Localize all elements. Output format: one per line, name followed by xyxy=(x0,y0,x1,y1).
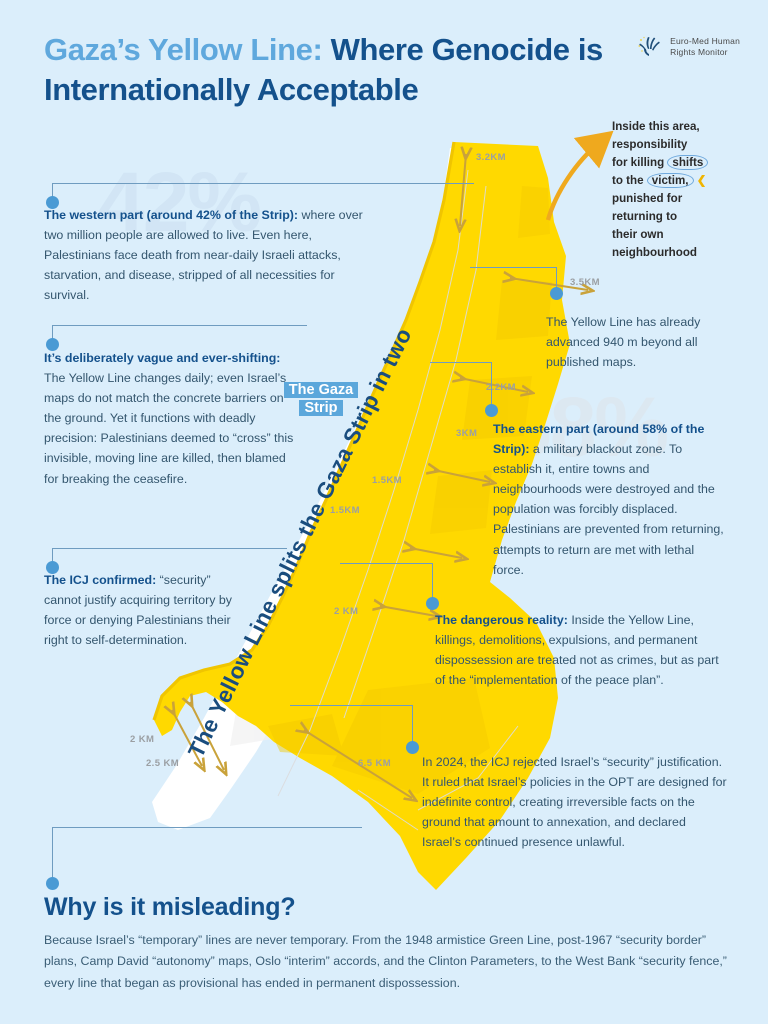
connector-line-advanced xyxy=(470,267,556,268)
logo-text: Euro-Med Human Rights Monitor xyxy=(670,36,740,59)
text-block-icj-confirmed-lead: The ICJ confirmed: xyxy=(44,573,157,587)
connector-line-eastern xyxy=(430,362,491,363)
callout-line-4a: to the xyxy=(612,173,647,187)
connector-line-icj xyxy=(52,548,287,549)
connector-stem-footer xyxy=(52,827,53,879)
distance-label-1-5km-b: 1.5KM xyxy=(330,505,360,516)
text-block-western: The western part (around 42% of the Stri… xyxy=(44,205,374,305)
text-block-advanced-body: The Yellow Line has already advanced 940… xyxy=(546,315,701,370)
distance-label-6-5km: 6.5 KM xyxy=(358,758,392,769)
connector-line-dangerous xyxy=(340,563,432,564)
dot-icj xyxy=(46,561,59,574)
text-block-vague: It’s deliberately vague and ever-shiftin… xyxy=(44,348,294,489)
dot-eastern xyxy=(485,404,498,417)
connector-stem-eastern xyxy=(491,362,492,406)
text-block-eastern-lead: The eastern part (around 58% of the Stri… xyxy=(493,422,705,457)
text-block-icj-confirmed: The ICJ confirmed: “security” cannot jus… xyxy=(44,570,244,650)
watermark-42: 42% xyxy=(98,155,262,249)
dot-dangerous xyxy=(426,597,439,610)
text-block-dangerous-body: Inside the Yellow Line, killings, demoli… xyxy=(435,613,719,688)
map-svg xyxy=(152,141,638,890)
callout-line-5: punished for xyxy=(612,191,683,205)
text-block-dangerous-lead: The dangerous reality: xyxy=(435,613,568,627)
curved-up-arrow-icon xyxy=(545,130,614,221)
distance-label-3km: 3KM xyxy=(456,428,478,439)
text-block-eastern-body: a military blackout zone. To establish i… xyxy=(493,442,724,577)
callout-line-7: their own xyxy=(612,227,664,241)
connector-stem-icj xyxy=(52,548,53,564)
gaza-strip-tag-label: The Gaza Strip xyxy=(283,382,359,417)
map-roads xyxy=(277,169,519,831)
connector-stem-western xyxy=(52,183,53,199)
dot-advanced xyxy=(550,287,563,300)
page-title: Gaza’s Yellow Line: Where Genocide is In… xyxy=(44,30,624,109)
logo-line-1: Euro-Med Human xyxy=(670,35,740,46)
gaza-strip-tag: The Gaza Strip xyxy=(276,381,366,417)
connector-stem-vague xyxy=(52,325,53,341)
yellow-line xyxy=(152,141,456,721)
yellow-zone-shape xyxy=(154,142,570,890)
connector-line-icj2024 xyxy=(290,705,412,706)
connector-stem-advanced xyxy=(556,267,557,289)
distance-label-2-5km: 2.5 KM xyxy=(146,758,180,769)
dot-icj2024 xyxy=(406,741,419,754)
text-block-western-lead: The western part (around 42% of the Stri… xyxy=(44,208,299,222)
callout-inside-this-area: Inside this area, responsibility for kil… xyxy=(612,118,762,262)
connector-line-vague xyxy=(52,325,307,326)
page-title-light: Gaza’s Yellow Line: xyxy=(44,32,323,67)
small-left-arrow-icon: ❮ xyxy=(696,173,707,187)
page-title-dark: Where Genocide is Internationally Accept… xyxy=(44,32,603,107)
callout-line-6: returning to xyxy=(612,209,678,223)
connector-stem-icj2024 xyxy=(412,705,413,743)
text-block-advanced: The Yellow Line has already advanced 940… xyxy=(546,312,751,372)
callout-line-8: neighbourhood xyxy=(612,245,698,259)
distance-label-3-5km: 3.5KM xyxy=(570,277,600,288)
logo: Euro-Med Human Rights Monitor xyxy=(637,34,740,60)
text-block-vague-body: The Yellow Line changes daily; even Isra… xyxy=(44,371,294,486)
callout-line-2: responsibility xyxy=(612,137,688,151)
callout-line-3a: for killing xyxy=(612,155,668,169)
dot-vague xyxy=(46,338,59,351)
callout-line-1: Inside this area, xyxy=(612,120,700,133)
text-block-icj-2024: In 2024, the ICJ rejected Israel’s “secu… xyxy=(422,752,727,852)
text-block-icj-2024-body: In 2024, the ICJ rejected Israel’s “secu… xyxy=(422,755,727,850)
text-block-eastern: The eastern part (around 58% of the Stri… xyxy=(493,419,728,580)
footer-body: Because Israel’s “temporary” lines are n… xyxy=(44,933,727,990)
distance-label-1-5km-a: 1.5KM xyxy=(372,475,402,486)
distance-label-2-2km: 2.2KM xyxy=(486,382,516,393)
distance-label-3-2km: 3.2KM xyxy=(476,152,506,163)
dot-footer xyxy=(46,877,59,890)
logo-line-2: Rights Monitor xyxy=(670,47,728,57)
footer-title: Why is it misleading? xyxy=(44,893,296,921)
text-block-icj-confirmed-body: “security” cannot justify acquiring terr… xyxy=(44,573,233,648)
connector-line-western xyxy=(52,183,474,184)
distance-label-2km-b: 2 KM xyxy=(130,734,155,745)
callout-circled-shifts: shifts xyxy=(667,154,709,171)
connector-stem-dangerous xyxy=(432,563,433,599)
distance-label-2km-a: 2 KM xyxy=(334,606,359,617)
text-block-vague-lead: It’s deliberately vague and ever-shiftin… xyxy=(44,351,281,365)
distance-arrows xyxy=(172,154,588,798)
dot-western xyxy=(46,196,59,209)
callout-circled-victim: victim, xyxy=(646,172,694,189)
hand-leaf-icon xyxy=(637,34,663,60)
text-block-dangerous: The dangerous reality: Inside the Yellow… xyxy=(435,610,725,690)
connector-line-footer xyxy=(52,827,362,828)
text-block-western-body: where over two million people are allowe… xyxy=(44,208,363,303)
